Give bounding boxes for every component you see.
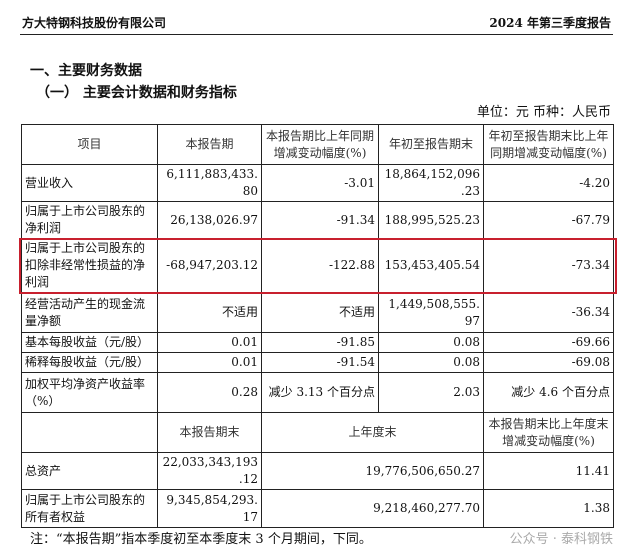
cell: -68,947,203.12 [157,238,262,293]
cell: -4.20 [483,164,614,202]
row-label: 归属于上市公司股东的扣除非经常性损益的净利润 [21,238,158,293]
row-label: 归属于上市公司股东的净利润 [21,201,158,239]
table-row: 归属于上市公司股东的所有者权益 9,345,854,293.17 9,218,460… [21,489,614,528]
table-row: 加权平均净资产收益率（%） 0.28 减少 3.13 个百分点 2.03 减少 4.6 … [21,372,614,413]
column-header: 本报告期末 [157,412,262,453]
cell: 0.01 [157,352,262,373]
report-title: 2024 年第三季度报告 [489,16,611,30]
cell: 减少 3.13 个百分点 [261,372,379,413]
table-row: 基本每股收益（元/股） 0.01 -91.85 0.08 -69.66 [21,332,614,353]
table-row: 稀释每股收益（元/股） 0.01 -91.54 0.08 -69.08 [21,352,614,373]
financial-table: 项目 本报告期 本报告期比上年同期增减变动幅度(%) 年初至报告期末 年初至报告期末比上… [21,124,614,528]
cell: -91.34 [261,201,379,239]
cell: 1,449,508,555.97 [378,292,484,333]
cell: -69.66 [483,332,614,353]
cell: -122.88 [261,238,379,293]
cell: -69.08 [483,352,614,373]
cell: 0.08 [378,352,484,373]
subsection-title: （一） 主要会计数据和财务指标 [36,85,237,101]
column-header: 本报告期 [157,124,262,165]
cell: 188,995,525.23 [378,201,484,239]
cell: 18,864,152,096.23 [378,164,484,202]
row-label: 经营活动产生的现金流量净额 [21,292,158,333]
table-row: 总资产 22,033,343,193.12 19,776,506,650.27 11.… [21,452,614,490]
cell: 19,776,506,650.27 [261,452,484,490]
cell: -3.01 [261,164,379,202]
section-title: 一、主要财务数据 [30,63,142,79]
cell: -36.34 [483,292,614,333]
cell: 22,033,343,193.12 [157,452,262,490]
cell: 不适用 [261,292,379,333]
cell: 9,345,854,293.17 [157,489,262,528]
cell: 0.01 [157,332,262,353]
cell: 26,138,026.97 [157,201,262,239]
cell: -91.85 [261,332,379,353]
cell: -91.54 [261,352,379,373]
footer-row: 注：“本报告期”指本季度初至本季度末 3 个月期间，下同。 公众号 · 泰科钢铁 [21,531,613,549]
table-container: 项目 本报告期 本报告期比上年同期增减变动幅度(%) 年初至报告期末 年初至报告期末比上… [21,124,614,549]
table-header-row: 本报告期末 上年度末 本报告期末比上年度末增减变动幅度(%) [21,412,614,453]
column-header: 年初至报告期末比上年同期增减变动幅度(%) [483,124,614,165]
cell: 6,111,883,433.80 [157,164,262,202]
column-header: 上年度末 [261,412,484,453]
cell: 0.28 [157,372,262,413]
unit-label: 单位：元 币种：人民币 [476,105,611,120]
row-label: 总资产 [21,452,158,490]
cell: 2.03 [378,372,484,413]
cell: 11.41 [483,452,614,490]
column-header [21,412,158,453]
column-header: 年初至报告期末 [378,124,484,165]
table-header-row: 项目 本报告期 本报告期比上年同期增减变动幅度(%) 年初至报告期末 年初至报告期末比上… [21,124,614,165]
column-header: 项目 [21,124,158,165]
cell: 9,218,460,277.70 [261,489,484,528]
table-row: 经营活动产生的现金流量净额 不适用 不适用 1,449,508,555.97 -36.3… [21,292,614,333]
row-label: 营业收入 [21,164,158,202]
column-header: 本报告期比上年同期增减变动幅度(%) [261,124,379,165]
cell: 减少 4.6 个百分点 [483,372,614,413]
table-row: 营业收入 6,111,883,433.80 -3.01 18,864,152,096.… [21,164,614,202]
company-name: 方大特钢科技股份有限公司 [22,16,167,30]
watermark: 公众号 · 泰科钢铁 [509,532,613,547]
column-header: 本报告期末比上年度末增减变动幅度(%) [483,412,614,453]
row-label: 基本每股收益（元/股） [21,332,158,353]
row-label: 加权平均净资产收益率（%） [21,372,158,413]
header-divider [20,34,613,35]
cell: 1.38 [483,489,614,528]
cell: 不适用 [157,292,262,333]
cell: 153,453,405.54 [378,238,484,293]
row-label: 稀释每股收益（元/股） [21,352,158,373]
table-row: 归属于上市公司股东的净利润 26,138,026.97 -91.34 188,995,… [21,201,614,239]
table-row: 归属于上市公司股东的扣除非经常性损益的净利润 -68,947,203.12 -122… [21,238,614,293]
cell: 0.08 [378,332,484,353]
cell: -67.79 [483,201,614,239]
row-label: 归属于上市公司股东的所有者权益 [21,489,158,528]
footnote: 注：“本报告期”指本季度初至本季度末 3 个月期间，下同。 [30,532,372,547]
cell: -73.34 [483,238,614,293]
